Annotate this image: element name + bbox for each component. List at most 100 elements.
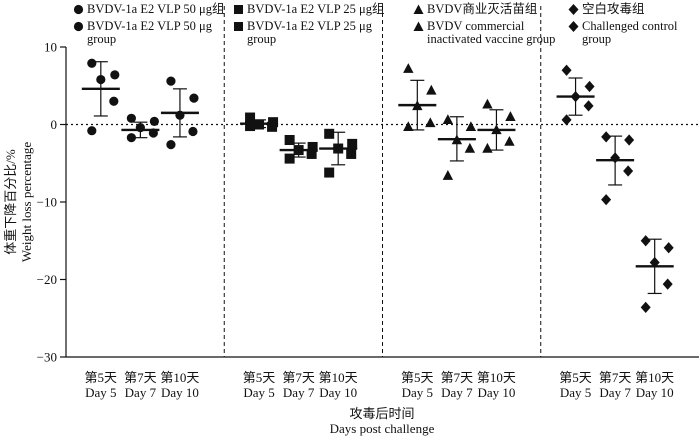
data-point: [640, 235, 651, 247]
data-point: [135, 123, 145, 133]
data-point: [623, 165, 634, 177]
x-tick-label-cn: 第7天: [599, 370, 632, 385]
data-point: [96, 74, 106, 85]
y-tick-label: 0: [51, 117, 58, 132]
data-point: [570, 91, 581, 103]
data-point: [254, 119, 265, 130]
data-point: [284, 135, 295, 145]
x-tick-label-cn: 第5天: [401, 370, 434, 385]
data-point: [465, 121, 477, 132]
data-point: [306, 148, 317, 159]
x-tick-label-cn: 第7天: [282, 370, 315, 385]
data-point: [505, 111, 516, 121]
data-point: [87, 58, 97, 68]
legend-marker: [234, 22, 243, 31]
x-tick-label-cn: 第5天: [243, 370, 276, 385]
data-point: [347, 138, 358, 149]
data-point: [126, 113, 136, 123]
x-tick-label-en: Day 7: [125, 385, 157, 400]
data-point: [662, 278, 673, 290]
data-point: [307, 141, 318, 152]
data-point: [442, 114, 454, 125]
legend-label-en: BVDV-1a E2 VLP 25 μg group: [247, 19, 372, 46]
x-tick-label-en: Day 7: [441, 385, 473, 400]
x-axis-title-en: Days post challenge: [330, 421, 435, 436]
x-tick-label-cn: 第7天: [441, 370, 474, 385]
legend-item: 空白攻毒组 Challenged control group: [568, 3, 698, 46]
legend-label-cn: BVDV-1a E2 VLP 25 μg组: [247, 2, 385, 16]
legend-label-cn: BVDV商业灭活苗组: [427, 2, 538, 16]
data-point: [504, 135, 515, 146]
legend-marker: [234, 5, 243, 14]
chart-data-marks: [81, 58, 674, 313]
data-point: [426, 84, 437, 95]
x-axis-title-cn: 攻毒后时间: [349, 406, 414, 421]
x-tick-label-en: Day 5: [402, 385, 433, 400]
data-point: [333, 143, 344, 154]
y-axis-title-en: Weight loss percentage: [19, 142, 34, 262]
data-point: [267, 121, 278, 132]
legend-label-en: BVDV-1a E2 VLP 50 μg group: [87, 19, 212, 46]
data-point: [175, 110, 185, 120]
data-point: [189, 93, 199, 103]
legend-label-en: Challenged control group: [582, 19, 678, 46]
data-point: [346, 148, 357, 159]
data-point: [610, 152, 621, 164]
legend-label-en: BVDV commercial inactivated vaccine grou…: [427, 19, 556, 46]
x-tick-label-cn: 第10天: [160, 370, 199, 385]
x-tick-label-en: Day 10: [319, 385, 357, 400]
data-point: [649, 256, 660, 269]
data-point: [126, 133, 136, 143]
legend-label-cn: BVDV-1a E2 VLP 50 μg组: [87, 2, 225, 16]
data-point: [482, 142, 493, 153]
data-point: [284, 153, 295, 164]
data-point: [110, 70, 120, 80]
data-point: [403, 121, 414, 132]
legend-label-cn: 空白攻毒组: [582, 2, 645, 16]
data-point: [464, 142, 476, 153]
data-point: [188, 126, 198, 137]
data-point: [425, 117, 436, 128]
y-tick-label: −20: [37, 272, 57, 287]
x-tick-label-en: Day 5: [243, 385, 274, 400]
data-point: [583, 100, 594, 112]
y-tick-label: 10: [44, 40, 57, 55]
x-tick-label-cn: 第10天: [635, 370, 674, 385]
data-point: [412, 100, 423, 111]
legend-item: BVDV-1a E2 VLP 50 μg组 BVDV-1a E2 VLP 50 μ…: [73, 3, 238, 46]
y-tick-label: −10: [37, 195, 57, 210]
x-tick-label-en: Day 7: [283, 385, 315, 400]
y-tick-label: −30: [37, 350, 57, 365]
data-point: [245, 121, 256, 132]
data-point: [87, 126, 97, 136]
data-point: [403, 63, 414, 73]
data-point: [491, 124, 502, 135]
x-tick-label-cn: 第10天: [477, 370, 516, 385]
x-tick-label-en: Day 5: [85, 385, 116, 400]
data-point: [451, 134, 463, 145]
y-axis-title-cn: 体重下降百分比/%: [3, 149, 18, 255]
data-point: [640, 301, 651, 313]
data-point: [324, 128, 335, 139]
x-tick-label-cn: 第10天: [319, 370, 358, 385]
data-point: [601, 131, 612, 143]
x-tick-label-en: Day 10: [161, 385, 199, 400]
data-point: [293, 145, 304, 156]
legend-marker: [568, 4, 579, 15]
data-point: [601, 194, 612, 206]
data-point: [442, 170, 454, 180]
data-point: [166, 76, 176, 86]
data-point: [245, 112, 256, 123]
data-point: [148, 128, 158, 138]
data-point: [109, 96, 119, 106]
data-point: [482, 98, 493, 109]
data-point: [561, 114, 572, 126]
x-tick-label-cn: 第5天: [559, 370, 592, 385]
legend-marker: [413, 4, 424, 14]
legend-item: BVDV商业灭活苗组 BVDV commercial inactivated va…: [413, 3, 578, 46]
legend-marker: [568, 21, 579, 32]
x-tick-label-en: Day 7: [599, 385, 631, 400]
legend-marker: [73, 21, 84, 32]
